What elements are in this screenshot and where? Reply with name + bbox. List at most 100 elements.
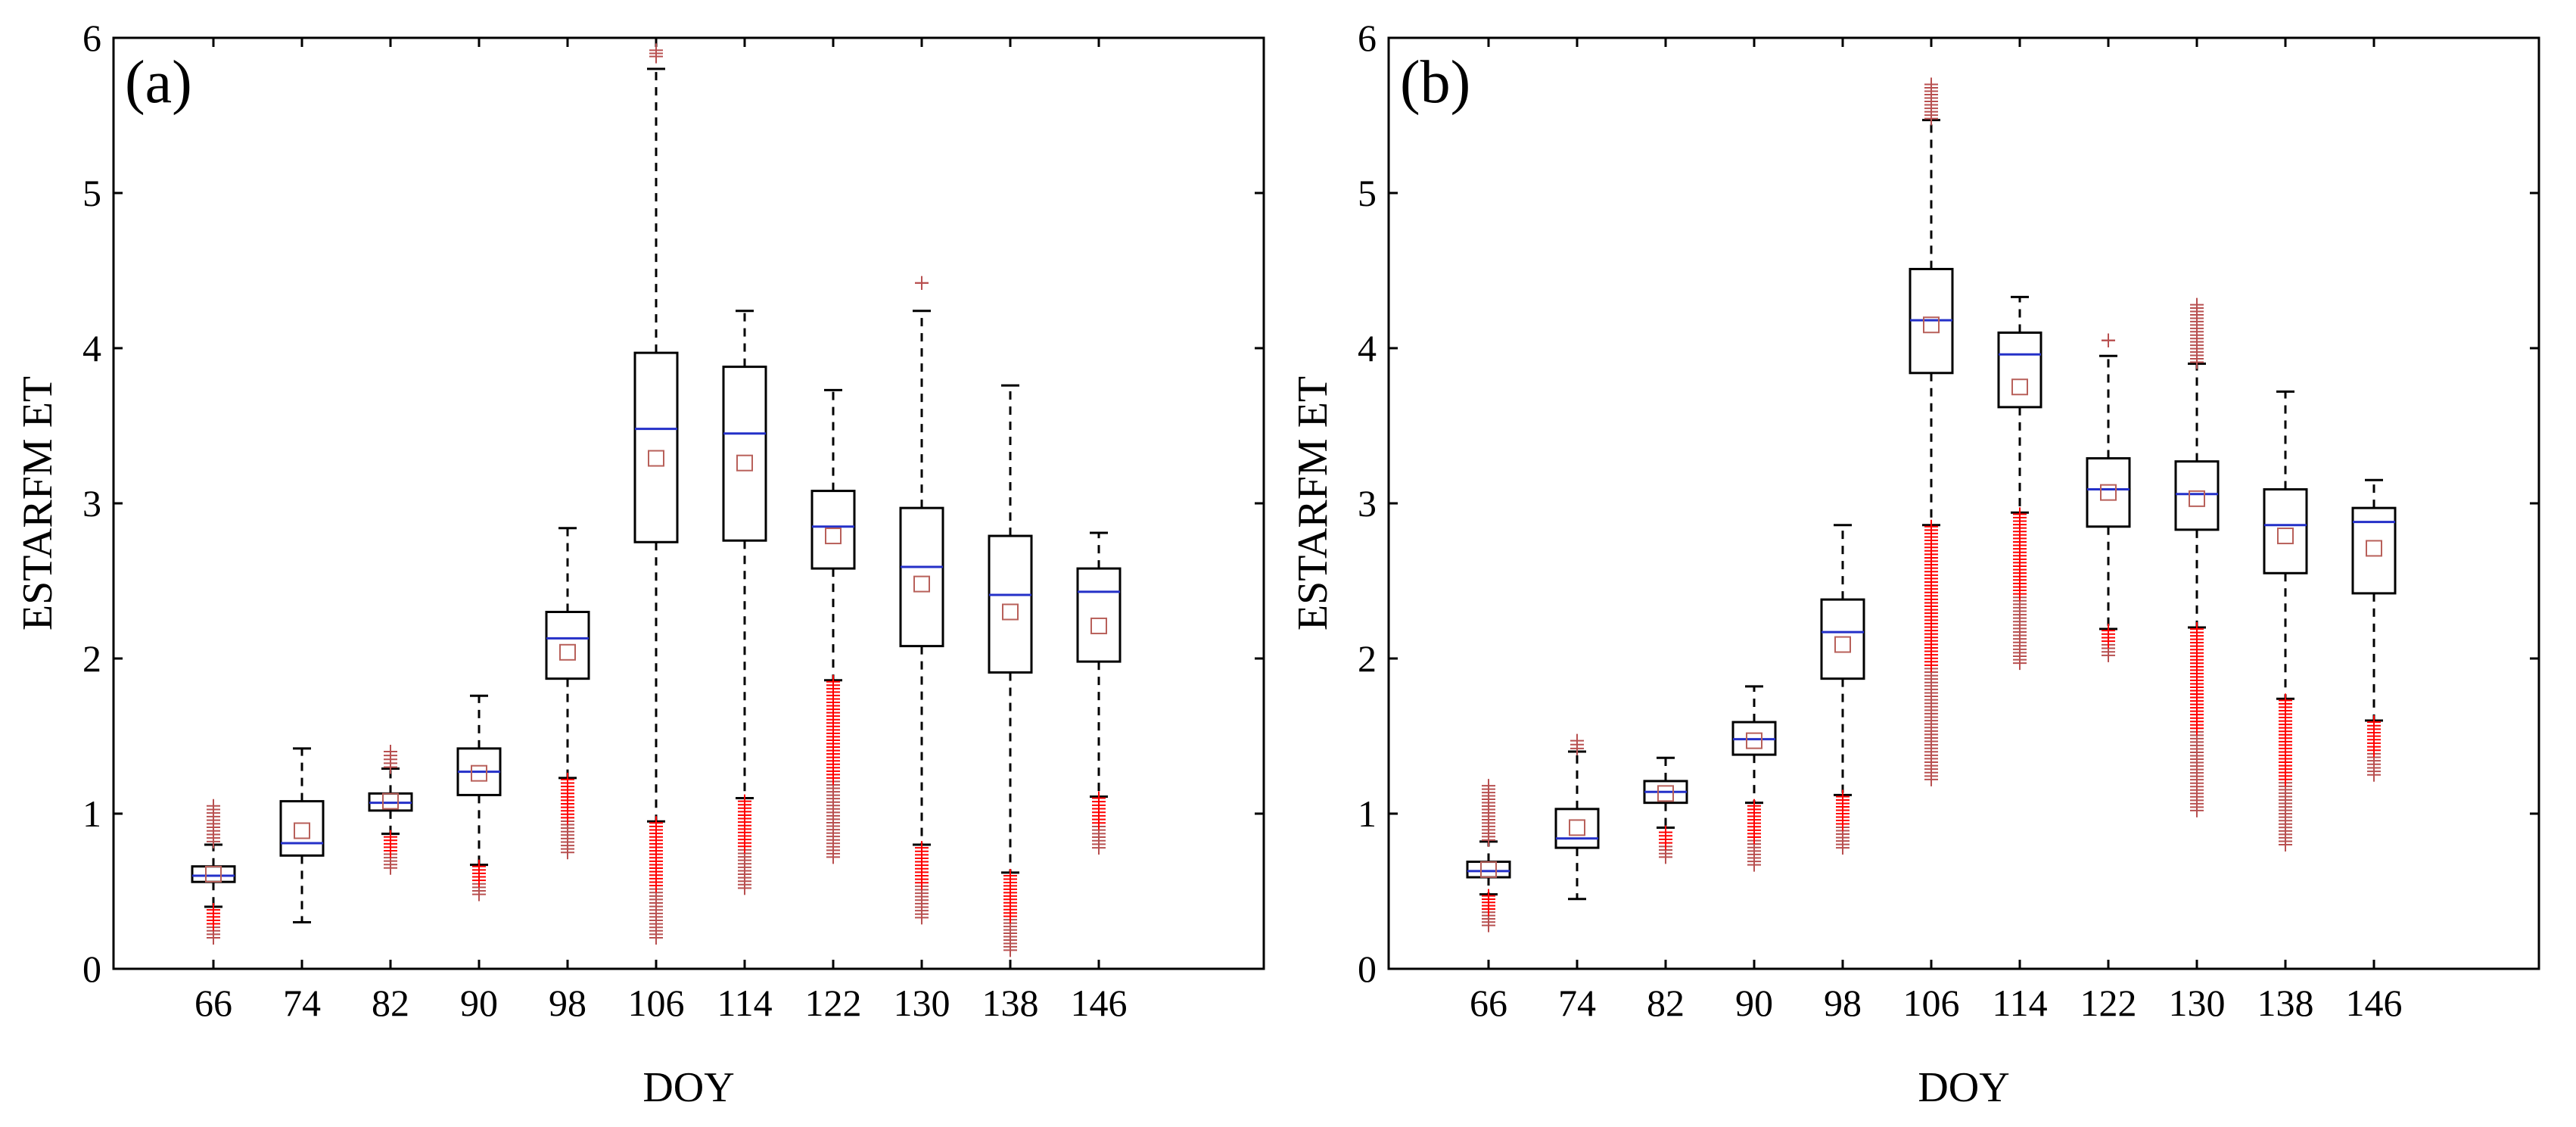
- y-tick-label: 1: [82, 792, 101, 835]
- outliers-high: [1570, 733, 1584, 755]
- box-114: [722, 310, 767, 895]
- box-iqr: [722, 366, 767, 542]
- y-tick-label: 0: [1358, 948, 1377, 990]
- mean-marker: [1569, 819, 1585, 836]
- x-tick-label: 106: [628, 982, 685, 1024]
- x-tick-label: 146: [2346, 982, 2403, 1024]
- mean-marker: [559, 643, 576, 661]
- outliers-low: [561, 772, 574, 860]
- box-146: [1076, 531, 1122, 855]
- mean-marker: [2366, 540, 2382, 557]
- outliers-low: [1482, 889, 1495, 932]
- y-tick-label: 3: [1358, 482, 1377, 525]
- outliers-low: [207, 903, 220, 945]
- mean-marker: [1746, 732, 1762, 749]
- outlier-point: [1482, 779, 1495, 793]
- y-tick-label: 4: [82, 327, 101, 369]
- box-iqr: [633, 351, 679, 543]
- outliers-low: [2279, 693, 2292, 851]
- outlier-point: [384, 745, 397, 758]
- box-90: [456, 694, 502, 901]
- mean-marker: [294, 822, 310, 839]
- outlier-point: [649, 816, 663, 830]
- panel-tag: (b): [1400, 49, 1470, 116]
- x-tick-label: 130: [894, 982, 950, 1024]
- outlier-point: [2279, 693, 2292, 708]
- outlier-point: [1482, 889, 1495, 903]
- box-iqr: [279, 800, 325, 857]
- x-tick-label: 90: [460, 982, 498, 1024]
- outliers-high: [915, 276, 929, 290]
- outliers-low: [1659, 825, 1672, 864]
- outlier-point: [472, 859, 486, 873]
- x-tick-label: 98: [1824, 982, 1862, 1024]
- mean-marker: [205, 865, 222, 883]
- box-146: [2351, 478, 2397, 782]
- box-106: [633, 43, 679, 945]
- box-iqr: [1554, 808, 1600, 849]
- x-tick-label: 106: [1903, 982, 1960, 1024]
- mean-marker: [1090, 617, 1107, 634]
- y-axis-label: ESTARFM ET: [14, 376, 61, 630]
- mean-marker: [2189, 490, 2205, 507]
- outlier-point: [2102, 624, 2115, 638]
- outlier-point: [561, 772, 574, 786]
- box-138: [988, 384, 1033, 957]
- x-tick-label: 122: [2080, 982, 2137, 1024]
- box-iqr: [1076, 567, 1122, 663]
- y-tick-label: 2: [1358, 637, 1377, 680]
- box-74: [279, 747, 325, 923]
- outliers-low: [1747, 799, 1761, 872]
- mean-marker: [736, 454, 753, 472]
- outlier-point: [207, 903, 220, 917]
- outliers-low: [1092, 791, 1106, 855]
- outlier-point: [1003, 869, 1017, 883]
- box-130: [2174, 297, 2220, 817]
- x-tick-label: 138: [982, 982, 1039, 1024]
- outliers-low: [738, 794, 751, 895]
- y-tick-label: 5: [82, 172, 101, 214]
- outlier-point: [1836, 789, 1850, 804]
- mean-marker: [471, 764, 487, 782]
- mean-marker: [382, 792, 399, 810]
- box-114: [1997, 295, 2042, 671]
- box-66: [191, 799, 236, 945]
- mean-marker: [2277, 528, 2294, 545]
- y-tick-label: 1: [1358, 792, 1377, 835]
- box-74: [1554, 733, 1600, 901]
- y-tick-label: 6: [82, 17, 101, 59]
- mean-marker: [1657, 785, 1674, 802]
- outliers-high: [649, 43, 663, 64]
- box-66: [1466, 779, 1511, 932]
- outliers-low: [826, 674, 840, 864]
- y-tick-label: 2: [82, 637, 101, 680]
- x-axis-label: DOY: [1918, 1064, 2009, 1111]
- outlier-point: [1747, 799, 1761, 813]
- y-tick-label: 6: [1358, 17, 1377, 59]
- box-122: [810, 388, 856, 864]
- box-82: [1643, 756, 1688, 864]
- outliers-low: [2102, 624, 2115, 662]
- outlier-point: [915, 841, 929, 855]
- box-iqr: [2174, 460, 2220, 531]
- y-axis-label: ESTARFM ET: [1290, 376, 1336, 630]
- box-90: [1731, 685, 1777, 872]
- outlier-point: [1659, 825, 1672, 839]
- x-tick-label: 90: [1735, 982, 1773, 1024]
- outlier-point: [2190, 622, 2204, 637]
- box-138: [2263, 390, 2308, 851]
- outliers-low: [472, 859, 486, 901]
- mean-marker: [648, 450, 664, 467]
- box-98: [545, 527, 590, 860]
- box-iqr: [2086, 457, 2131, 528]
- y-tick-label: 5: [1358, 172, 1377, 214]
- outlier-point: [1092, 791, 1106, 805]
- outliers-low: [915, 841, 929, 925]
- outliers-high: [1482, 779, 1495, 847]
- y-tick-label: 4: [1358, 327, 1377, 369]
- mean-marker: [1480, 861, 1497, 878]
- outliers-high: [384, 745, 397, 774]
- mean-marker: [825, 528, 842, 545]
- y-tick-label: 0: [82, 948, 101, 990]
- outliers-high: [1924, 77, 1938, 126]
